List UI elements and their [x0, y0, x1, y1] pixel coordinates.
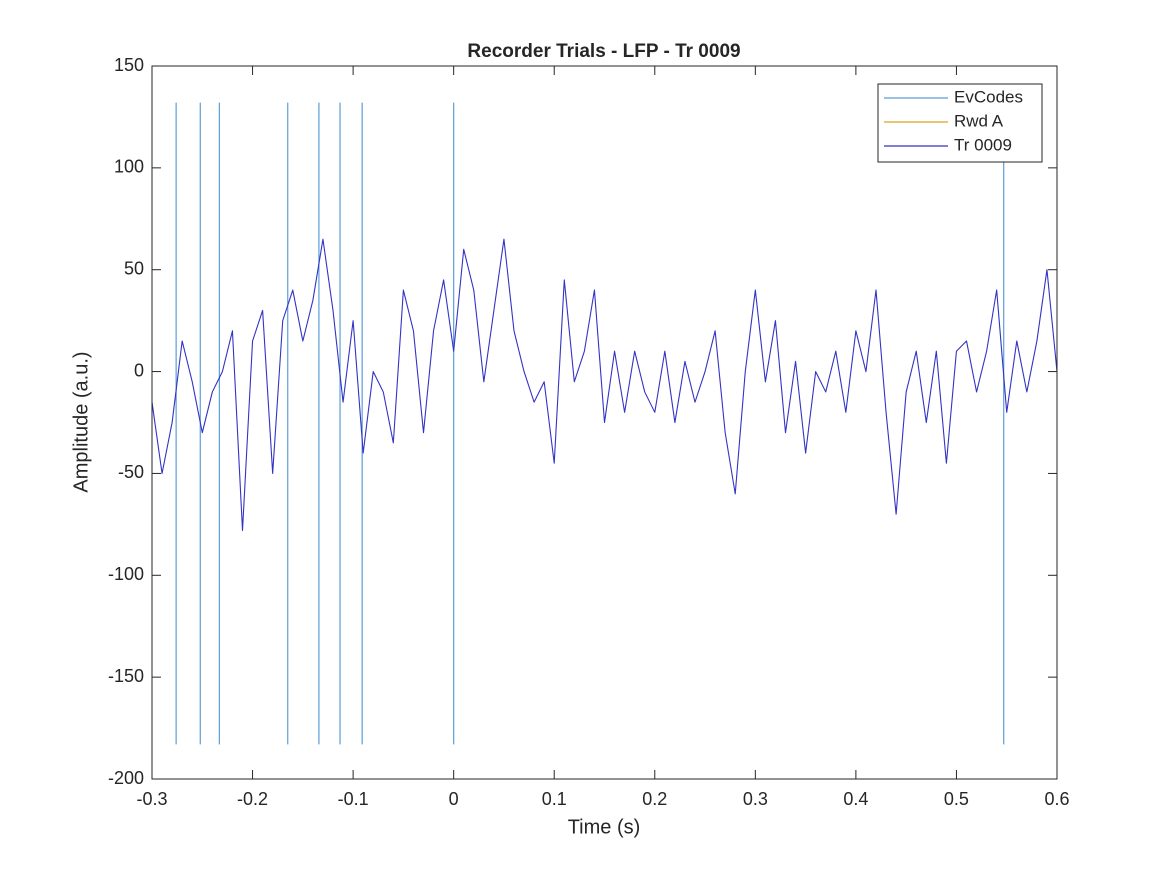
legend-label: Tr 0009 — [954, 135, 1012, 154]
y-tick-label: -50 — [118, 462, 144, 482]
axes-box — [151, 65, 1058, 780]
y-tick-label: 100 — [114, 157, 144, 177]
y-tick-label: 150 — [114, 55, 144, 75]
y-tick-label: 0 — [134, 360, 144, 380]
x-tick-label: 0 — [449, 789, 459, 809]
x-tick-label: 0.1 — [542, 789, 567, 809]
x-tick-label: -0.1 — [338, 789, 369, 809]
x-tick-label: -0.2 — [237, 789, 268, 809]
legend-label: Rwd A — [954, 111, 1004, 130]
x-tick-label: 0.6 — [1044, 789, 1069, 809]
x-tick-label: -0.3 — [136, 789, 167, 809]
data-line — [151, 238, 1058, 532]
legend — [877, 83, 1043, 163]
x-tick-label: 0.4 — [843, 789, 868, 809]
x-tick-label: 0.2 — [642, 789, 667, 809]
chart-title: Recorder Trials - LFP - Tr 0009 — [467, 41, 740, 62]
x-axis-label: Time (s) — [568, 816, 641, 838]
y-axis-label: Amplitude (a.u.) — [70, 351, 92, 492]
x-tick-label: 0.3 — [743, 789, 768, 809]
legend-label: EvCodes — [954, 87, 1023, 106]
y-tick-label: -100 — [108, 564, 144, 584]
y-tick-label: -200 — [108, 768, 144, 788]
x-tick-label: 0.5 — [944, 789, 969, 809]
y-tick-label: -150 — [108, 666, 144, 686]
y-tick-label: 50 — [124, 258, 144, 278]
